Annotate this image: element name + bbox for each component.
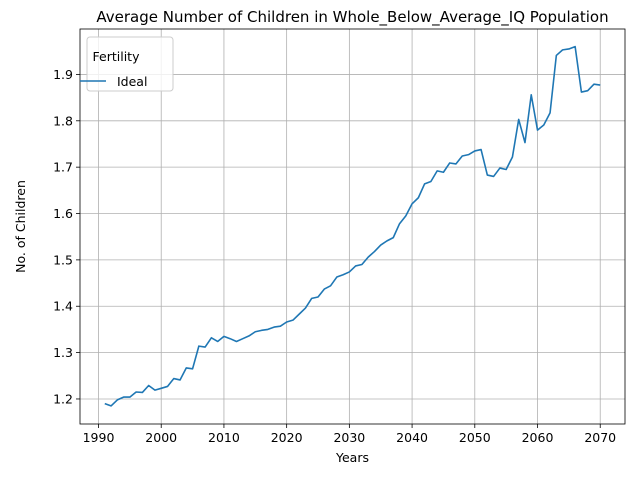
gridlines (80, 29, 625, 424)
y-axis: 1.2 1.3 1.4 1.5 1.6 1.7 1.8 1.9 (53, 67, 80, 406)
x-tick-label: 2050 (459, 430, 491, 445)
x-tick-label: 2010 (208, 430, 240, 445)
y-tick-label: 1.5 (53, 252, 73, 267)
legend-title: Fertility (93, 49, 141, 64)
x-tick-label: 2070 (584, 430, 616, 445)
y-tick-label: 1.9 (53, 67, 73, 82)
y-tick-label: 1.8 (53, 113, 73, 128)
x-axis: 1990 2000 2010 2020 2030 2040 2050 2060 2070 (83, 424, 616, 445)
y-tick-label: 1.7 (53, 160, 73, 175)
y-tick-label: 1.3 (53, 345, 73, 360)
legend: Fertility Ideal (80, 36, 174, 92)
y-tick-label: 1.2 (53, 391, 73, 406)
x-tick-label: 2030 (333, 430, 365, 445)
x-axis-label: Years (335, 450, 369, 465)
x-tick-label: 2040 (396, 430, 428, 445)
x-tick-label: 1990 (83, 430, 115, 445)
y-tick-label: 1.6 (53, 206, 73, 221)
x-tick-label: 2060 (522, 430, 554, 445)
x-tick-label: 2000 (145, 430, 177, 445)
x-tick-label: 2020 (271, 430, 303, 445)
plot-frame (79, 28, 626, 425)
legend-box (86, 36, 174, 92)
y-axis-label: No. of Children (13, 180, 28, 273)
plot-area (80, 29, 625, 424)
legend-label-ideal: Ideal (117, 74, 147, 89)
series-line-ideal (104, 45, 601, 407)
chart-title: Average Number of Children in Whole_Belo… (96, 8, 608, 27)
y-tick-label: 1.4 (53, 299, 73, 314)
series-layer (104, 45, 601, 407)
